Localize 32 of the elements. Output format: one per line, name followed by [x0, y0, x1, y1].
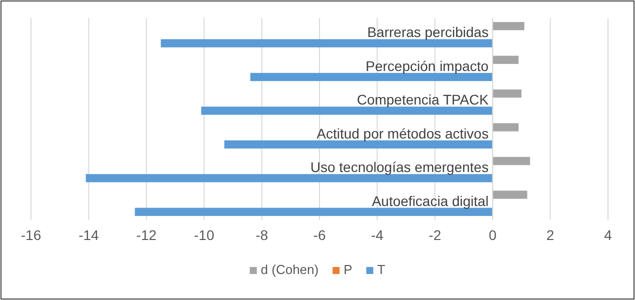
bar [86, 174, 493, 182]
bar [250, 72, 493, 82]
x-tick-label: 0 [488, 226, 497, 243]
y-tick-label: Uso tecnologías emergentes [310, 159, 489, 176]
y-tick-label: Competencia TPACK [356, 92, 490, 108]
legend-label: d (Cohen) [260, 262, 319, 277]
x-tick-label: -2 [428, 226, 442, 243]
bar [160, 39, 493, 48]
bar [492, 89, 522, 98]
y-tick-label: Actitud por métodos activos [316, 125, 489, 142]
bar [492, 123, 519, 132]
x-tick-label: 4 [604, 226, 612, 243]
bar [134, 208, 493, 216]
x-tick-label: 2 [546, 226, 554, 243]
bar [492, 190, 528, 199]
x-tick-label: -8 [256, 226, 268, 243]
x-tick-label: -10 [194, 226, 214, 243]
bar [201, 106, 493, 115]
bar [492, 56, 519, 64]
y-tick-label: Autoeficacia digital [372, 192, 489, 209]
bar [224, 140, 493, 149]
bar [492, 22, 524, 30]
y-tick-label: Barreras percibidas [367, 24, 489, 40]
x-tick-label: -4 [370, 226, 384, 243]
x-tick-label: -12 [136, 226, 157, 243]
x-tick-label: -14 [78, 226, 100, 243]
x-tick-label: -16 [20, 226, 42, 243]
legend-label: T [377, 262, 386, 277]
x-tick-label: -6 [313, 226, 326, 243]
bar [492, 156, 530, 166]
legend-label: P [344, 262, 352, 277]
y-tick-label: Percepción impacto [366, 58, 489, 74]
